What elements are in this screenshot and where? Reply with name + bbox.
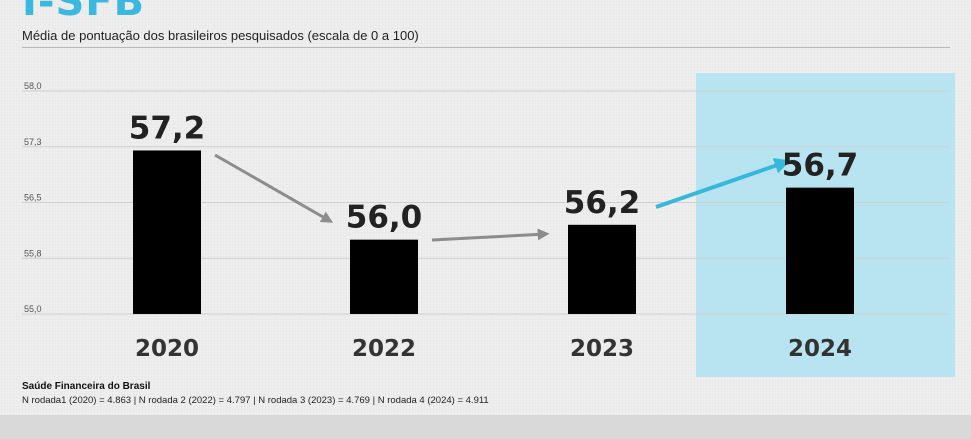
x-tick-label-2020: 2020	[135, 336, 199, 362]
data-label-2022: 56,0	[346, 200, 423, 236]
data-label-2020: 57,2	[129, 110, 206, 146]
trend-arrow-2022-2023	[431, 228, 550, 242]
bar-2023	[568, 224, 636, 314]
bar-2020	[133, 150, 201, 314]
x-tick-label-2023: 2023	[570, 336, 634, 362]
chart-title: I-SFB	[22, 0, 146, 25]
trend-arrow-2020-2022	[214, 153, 334, 223]
chart-subtitle: Média de pontuação dos brasileiros pesqu…	[22, 28, 419, 43]
x-tick-label-2024: 2024	[788, 336, 852, 362]
y-tick-label: 55,8	[24, 248, 42, 258]
bar-2022	[350, 239, 418, 314]
bar-chart: 55,0 55,8 56,5 57,3 58,0 57,2 2020 56,0 2022 56,…	[22, 73, 955, 377]
y-tick-label: 57,3	[24, 137, 42, 147]
y-tick-label: 55,0	[24, 304, 42, 314]
footer-source: Saúde Financeira do Brasil	[22, 381, 151, 392]
data-label-2023: 56,2	[564, 185, 641, 221]
trend-arrow-2023-2024	[655, 158, 791, 209]
bar-2024	[786, 187, 854, 314]
bottom-strip	[0, 415, 971, 439]
data-label-2024: 56,7	[782, 148, 859, 184]
x-tick-label-2022: 2022	[352, 336, 416, 362]
footer-sample-note: N rodada1 (2020) = 4.863 | N rodada 2 (2…	[22, 395, 489, 406]
y-tick-label: 56,5	[24, 193, 42, 203]
y-tick-label: 58,0	[24, 81, 42, 91]
subtitle-divider	[22, 47, 950, 48]
